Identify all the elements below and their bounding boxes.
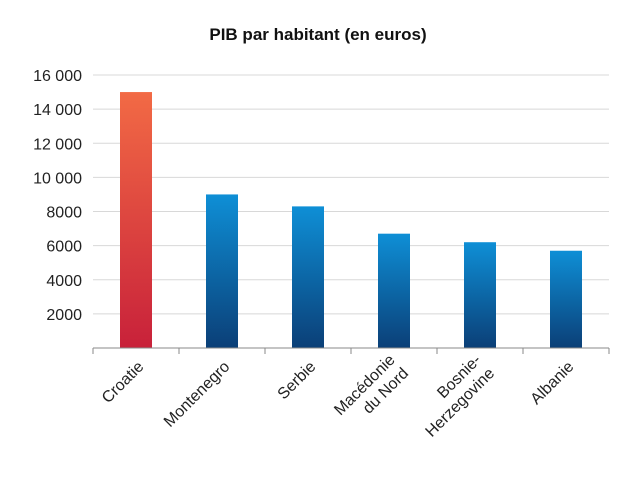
y-tick-label: 12 000: [33, 136, 82, 153]
x-category-label: Bosnie-Herzegovine: [409, 352, 498, 441]
y-tick-label: 14 000: [33, 102, 82, 119]
y-tick-label: 2000: [46, 307, 82, 324]
bar: [292, 206, 324, 348]
bar: [378, 233, 410, 348]
gridlines: [93, 74, 609, 315]
x-category-label: Macédoniedu Nord: [331, 352, 412, 433]
x-axis: [92, 347, 610, 354]
y-tick-label: 16 000: [33, 68, 82, 85]
y-tick-label: 4000: [46, 273, 82, 290]
x-category-label: Albanie: [528, 358, 578, 408]
bar: [550, 250, 582, 348]
x-category-label: Montenegro: [161, 358, 233, 430]
bar: [120, 92, 152, 348]
bar: [206, 194, 238, 348]
y-tick-label: 8000: [46, 205, 82, 222]
x-category-label: Serbie: [275, 358, 320, 403]
y-tick-label: 10 000: [33, 170, 82, 187]
bar: [464, 242, 496, 348]
bars: [120, 92, 582, 348]
x-axis-category-labels: Croatie Montenegro Serbie Macédoniedu Nord B…: [99, 352, 578, 441]
y-axis-tick-labels: 2000 4000 6000 8000 10 000 12 000 14 000 16 000: [33, 68, 82, 324]
y-tick-label: 6000: [46, 239, 82, 256]
x-category-label: Croatie: [99, 358, 148, 407]
chart-title: PIB par habitant (en euros): [209, 25, 426, 44]
